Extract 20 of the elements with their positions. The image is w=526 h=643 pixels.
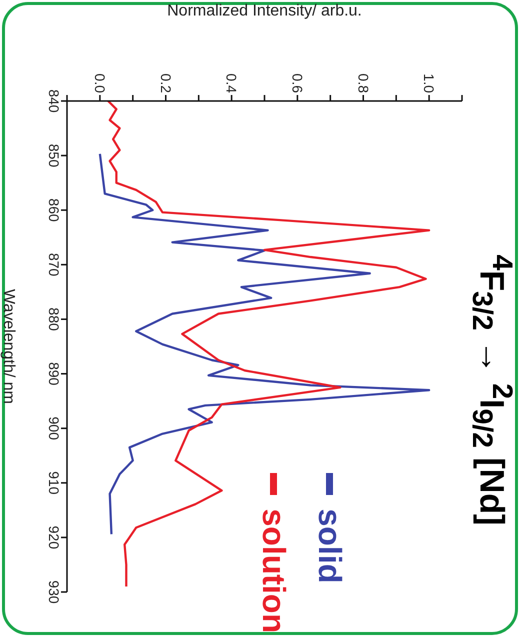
- y-tick-label: 920: [46, 526, 62, 550]
- x-tick-label: 0.6: [289, 74, 306, 94]
- legend-label: solution: [255, 508, 293, 633]
- y-tick-label: 840: [46, 89, 62, 113]
- y-axis-title: Wavelength/ nm: [0, 288, 17, 404]
- y-tick-label: 910: [46, 471, 62, 495]
- y-tick-label: 880: [46, 308, 62, 332]
- x-tick-label: 0.2: [158, 74, 174, 94]
- y-tick-label: 870: [46, 252, 62, 277]
- y-tick-label: 850: [46, 144, 62, 168]
- legend-label: solid: [311, 508, 349, 584]
- x-tick-label: 1.0: [421, 74, 438, 94]
- x-tick-label: 0.0: [92, 74, 108, 94]
- x-tick-label: 0.8: [355, 74, 372, 94]
- y-tick-label: 930: [46, 580, 62, 604]
- y-tick-label: 890: [46, 362, 62, 386]
- x-axis-title: Normalized Intensity/ arb.u.: [167, 2, 362, 20]
- y-tick-label: 900: [46, 416, 62, 440]
- y-tick-label: 860: [46, 198, 62, 222]
- x-tick-label: 0.4: [224, 74, 240, 94]
